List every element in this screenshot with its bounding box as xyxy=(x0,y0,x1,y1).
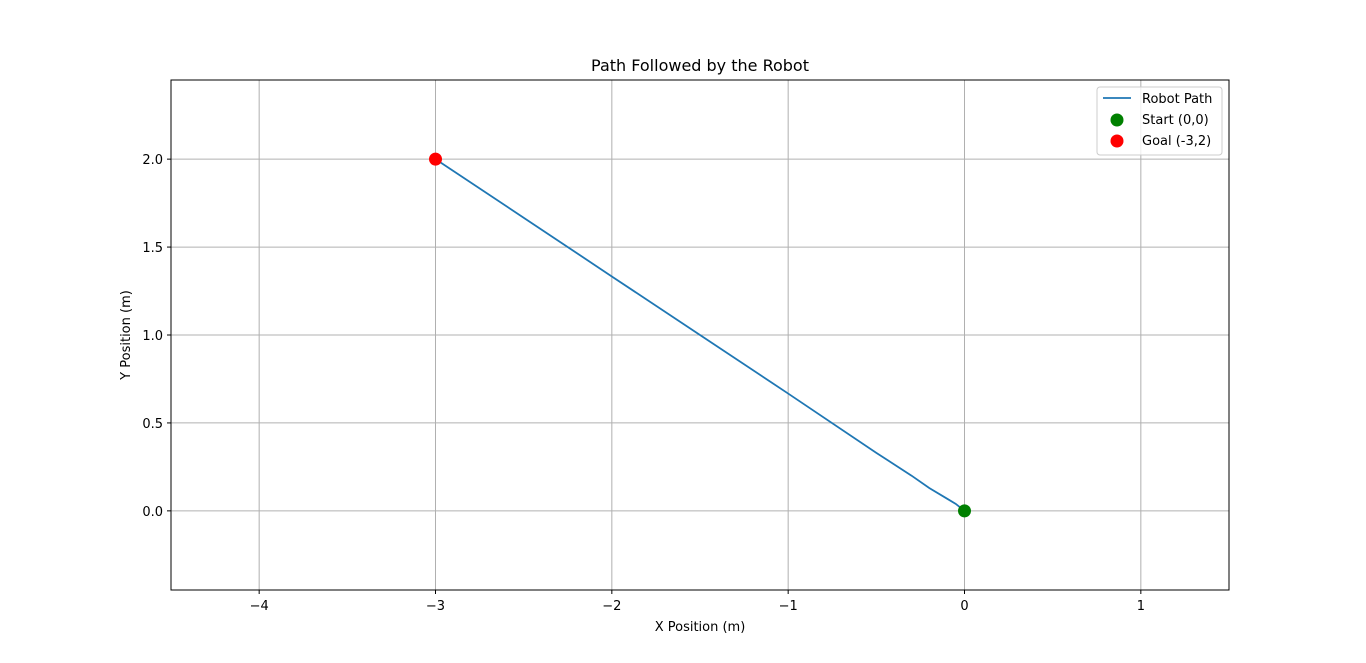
x-tick-label: 0 xyxy=(960,599,968,614)
y-tick-label: 2.0 xyxy=(142,153,163,168)
legend-label: Robot Path xyxy=(1142,92,1212,107)
y-tick-label: 0.0 xyxy=(142,505,163,520)
legend-label: Start (0,0) xyxy=(1142,113,1209,128)
y-tick-label: 1.0 xyxy=(142,329,163,344)
x-tick-label: −1 xyxy=(779,599,798,614)
x-tick-label: 1 xyxy=(1137,599,1145,614)
chart-title: Path Followed by the Robot xyxy=(591,56,809,75)
legend: Robot Path Start (0,0) Goal (-3,2) xyxy=(1096,86,1223,156)
y-tick-label: 1.5 xyxy=(142,241,163,256)
y-axis-label: Y Position (m) xyxy=(119,290,134,381)
x-tick-label: −4 xyxy=(250,599,269,614)
plot-series xyxy=(429,152,971,518)
x-tick-label: −2 xyxy=(602,599,621,614)
y-axis: 0.0 0.5 1.0 1.5 2.0 xyxy=(142,153,171,520)
grid xyxy=(171,80,1229,590)
legend-marker-swatch xyxy=(1110,134,1124,148)
legend-box xyxy=(1096,86,1223,156)
x-axis: −4 −3 −2 −1 0 1 xyxy=(250,590,1145,614)
y-tick-label: 0.5 xyxy=(142,417,163,432)
x-axis-label: X Position (m) xyxy=(655,620,746,635)
legend-label: Goal (-3,2) xyxy=(1142,134,1211,149)
goal-marker xyxy=(429,152,442,166)
legend-marker-swatch xyxy=(1110,113,1124,127)
robot-path-line xyxy=(435,158,966,512)
x-tick-label: −3 xyxy=(426,599,445,614)
start-marker xyxy=(958,504,971,518)
